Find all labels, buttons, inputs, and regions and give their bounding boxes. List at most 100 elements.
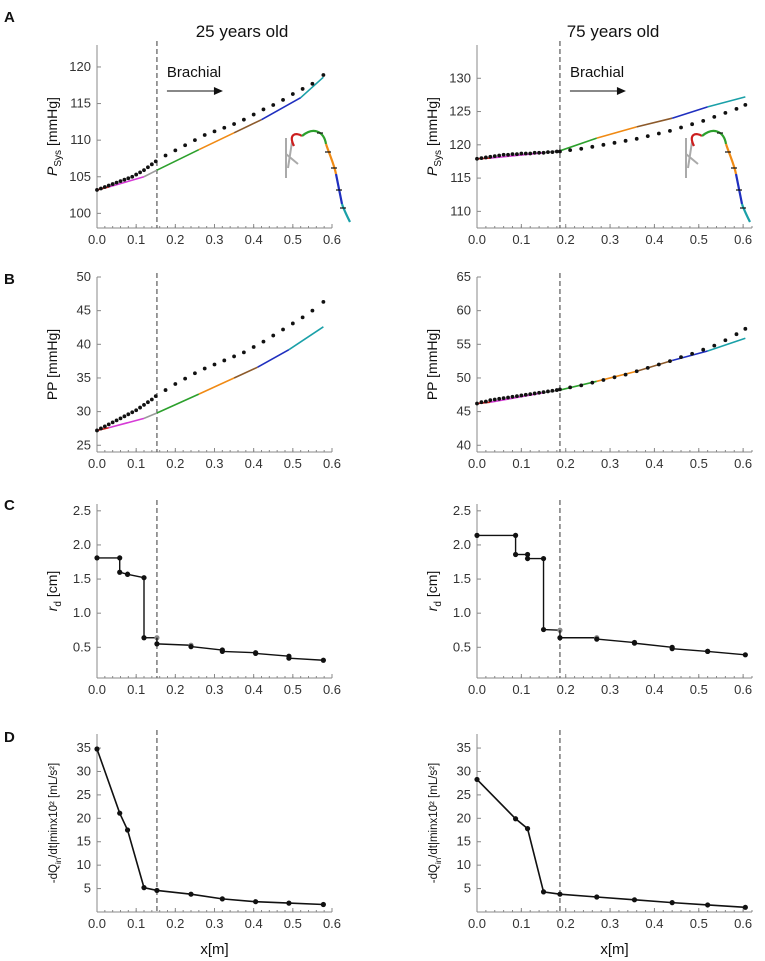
step-segment [255, 652, 289, 657]
series-segment-orange [198, 377, 235, 395]
x-tick-label: 0.3 [205, 456, 223, 471]
x-tick-label: 0.2 [166, 456, 184, 471]
step-start-point [474, 532, 480, 538]
y-label-sub: d [433, 601, 444, 607]
x-tick-label: 0.3 [601, 232, 619, 247]
y-axis-label: PP [mmHg] [424, 329, 440, 400]
data-point [550, 150, 555, 155]
x-tick-label: 0.1 [512, 456, 530, 471]
data-point [153, 394, 158, 399]
y-tick-label: 2.0 [453, 537, 471, 552]
chart-title: 75 years old [567, 22, 660, 41]
x-tick-label: 0.0 [468, 916, 486, 931]
data-point [261, 339, 266, 344]
data-point [623, 372, 628, 377]
x-tick-label: 0.6 [734, 682, 752, 697]
data-point [300, 315, 305, 320]
data-point [519, 393, 524, 398]
data-point [483, 399, 488, 404]
data-point [705, 902, 711, 908]
y-tick-label: 130 [449, 70, 471, 85]
step-start-point [524, 555, 531, 562]
chart-B25: 0.0 0.1 0.2 0.3 0.4 0.5 0.6 25 30 35 40 45 50 PP [mmH… [4, 269, 341, 471]
series-segment-gray [143, 412, 158, 420]
data-point [690, 122, 695, 127]
series-segment-red [476, 401, 491, 405]
data-point [134, 172, 139, 177]
x-tick-label: 0.0 [88, 232, 106, 247]
data-point [519, 151, 524, 156]
y-tick-label: 25 [77, 437, 91, 452]
step-segment [190, 645, 223, 651]
x-tick-label: 0.2 [557, 682, 575, 697]
artery-branches [685, 138, 699, 178]
y-tick-label: 100 [69, 205, 91, 220]
panel-letter: A [4, 9, 15, 26]
x-tick-label: 0.1 [512, 682, 530, 697]
data-point [321, 300, 326, 304]
data-point [146, 165, 150, 170]
data-point [701, 347, 706, 352]
data-point [645, 134, 650, 139]
data-point [515, 394, 519, 399]
y-label-sub: Sys [53, 150, 64, 167]
data-point [251, 112, 256, 117]
data-point [712, 343, 717, 348]
step-segment [156, 643, 192, 646]
y-tick-label: 110 [70, 132, 91, 147]
data-point [281, 98, 285, 102]
step-start-point [540, 626, 547, 633]
data-point [94, 746, 100, 752]
data-point [106, 183, 111, 188]
series-segment-blue [671, 350, 708, 362]
y-axis-label: PSys [mmHg] [424, 97, 444, 176]
x-tick-label: 0.5 [690, 916, 708, 931]
data-point [134, 408, 139, 413]
artery-blue [734, 173, 744, 205]
panel-letter: B [4, 271, 15, 288]
step-start-point [705, 648, 711, 654]
data-point [290, 321, 295, 326]
y-label-main: -dQ [428, 864, 440, 883]
data-point [114, 418, 119, 423]
step-end-point [320, 657, 326, 663]
y-label-unit: /dt|minx10² [mL/s²] [428, 763, 440, 858]
data-point [126, 176, 131, 181]
x-tick-label: 0.5 [284, 916, 302, 931]
y-tick-label: 20 [77, 810, 91, 825]
data-point [579, 146, 584, 151]
step-start-point [512, 551, 519, 558]
series-segment-green [156, 148, 200, 171]
data-point [232, 354, 236, 359]
x-tick-label: 0.0 [88, 456, 106, 471]
series-segment-magenta [108, 417, 145, 429]
data-point [601, 378, 606, 382]
data-point [541, 150, 546, 155]
series-segment-teal [300, 76, 324, 99]
x-tick-label: 0.1 [127, 456, 145, 471]
x-tick-label: 0.4 [245, 682, 263, 697]
x-tick-label: 0.5 [690, 682, 708, 697]
y-axis-label: rd [cm] [44, 571, 64, 612]
y-tick-label: 50 [457, 370, 471, 385]
x-tick-label: 0.5 [690, 232, 708, 247]
data-point [321, 73, 326, 77]
step-start-point [219, 648, 225, 654]
x-tick-label: 0.2 [557, 232, 575, 247]
data-point [497, 396, 502, 401]
step-start-point [669, 646, 675, 652]
data-point [612, 140, 617, 145]
step-start-point [124, 571, 131, 577]
data-point [568, 148, 573, 153]
data-point [126, 412, 131, 417]
y-label-unit: [cm] [44, 571, 60, 601]
artery-green [701, 129, 728, 145]
data-point [99, 186, 103, 191]
series-segment-red [96, 186, 109, 191]
data-point [106, 422, 111, 427]
data-point [690, 351, 695, 356]
data-point [310, 308, 315, 313]
data-point [173, 382, 178, 386]
chart-A25: 0.0 0.1 0.2 0.3 0.4 0.5 0.6 100 105 110 115 120 PSys… [4, 9, 351, 247]
data-point [532, 391, 537, 396]
